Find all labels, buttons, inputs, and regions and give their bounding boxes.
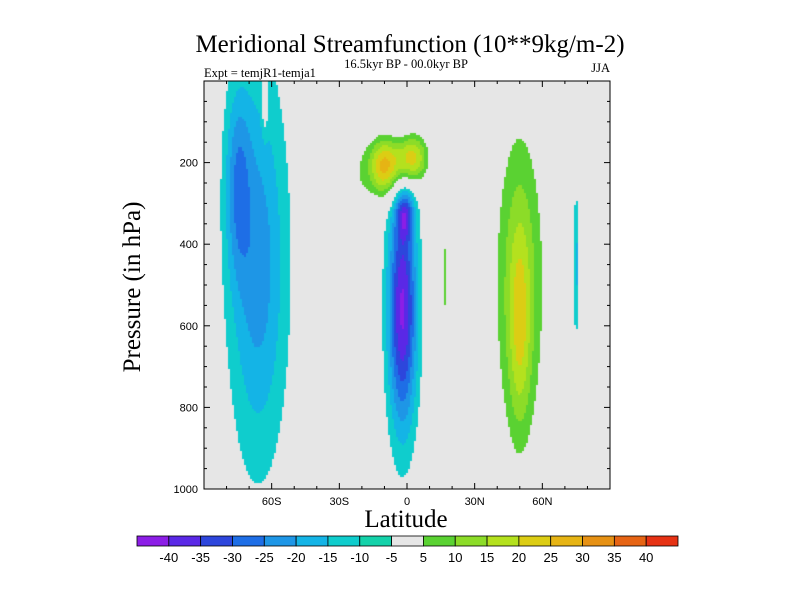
season-label: JJA <box>591 61 610 75</box>
colorbar-label: 10 <box>448 550 462 565</box>
colorbar-box <box>486 535 520 547</box>
y-tick-label: 600 <box>180 321 198 333</box>
y-tick-label: 800 <box>180 402 198 414</box>
colorbar-box <box>263 535 297 547</box>
colorbar-label: -10 <box>350 550 369 565</box>
colorbar-label: -5 <box>386 550 398 565</box>
x-tick-label: 30S <box>330 496 350 508</box>
x-tick-label: 0 <box>404 496 410 508</box>
colorbar-box <box>550 535 583 547</box>
x-tick-label: 60S <box>262 496 282 508</box>
colorbar-label: 20 <box>512 550 526 565</box>
x-axis-label: Latitude <box>364 506 447 533</box>
colorbar-label: -15 <box>319 550 338 565</box>
colorbar-label: 30 <box>575 550 589 565</box>
colorbar-label: 35 <box>607 550 621 565</box>
y-tick-label: 1000 <box>174 484 198 496</box>
colorbar-label: 25 <box>543 550 557 565</box>
x-tick-label: 60N <box>532 496 552 508</box>
colorbar-box <box>295 535 329 547</box>
colorbar-box <box>391 535 424 547</box>
colorbar-box <box>168 535 202 547</box>
colorbar-label: -30 <box>223 550 242 565</box>
colorbar-label: 15 <box>480 550 494 565</box>
colorbar-box <box>327 535 361 547</box>
colorbar-box <box>518 535 552 547</box>
colorbar-label: -25 <box>255 550 274 565</box>
colorbar-box <box>645 535 679 547</box>
colorbar-label: -20 <box>287 550 306 565</box>
colorbar-box <box>136 535 170 547</box>
axis-ticks: 60S 30S 0 30N 60N 200 400 600 800 1000 <box>174 81 610 508</box>
colorbar-box <box>582 535 615 547</box>
chart-title: Meridional Streamfunction (10**9kg/m-2) <box>195 31 624 58</box>
contour-field <box>204 81 610 489</box>
colorbar-box <box>232 535 265 547</box>
colorbar-label: 5 <box>420 550 427 565</box>
colorbar: -40 -35 -30 -25 -20 -15 -10 -5 5 10 15 20 25 30 35 40 <box>136 535 679 565</box>
plot-area <box>203 80 611 490</box>
colorbar-label: 40 <box>639 550 653 565</box>
colorbar-box <box>613 535 647 547</box>
y-tick-label: 400 <box>180 239 198 251</box>
period-label: 16.5kyr BP - 00.0kyr BP <box>344 57 468 71</box>
colorbar-box <box>423 535 456 547</box>
y-tick-label: 200 <box>180 158 198 170</box>
x-tick-label: 30N <box>465 496 485 508</box>
colorbar-label: -35 <box>191 550 210 565</box>
colorbar-box <box>454 535 488 547</box>
colorbar-label: -40 <box>159 550 178 565</box>
y-axis-label: Pressure (in hPa) <box>119 202 146 373</box>
colorbar-box <box>359 535 392 547</box>
experiment-label: Expt = temjR1-temja1 <box>204 66 316 80</box>
colorbar-box <box>200 535 233 547</box>
